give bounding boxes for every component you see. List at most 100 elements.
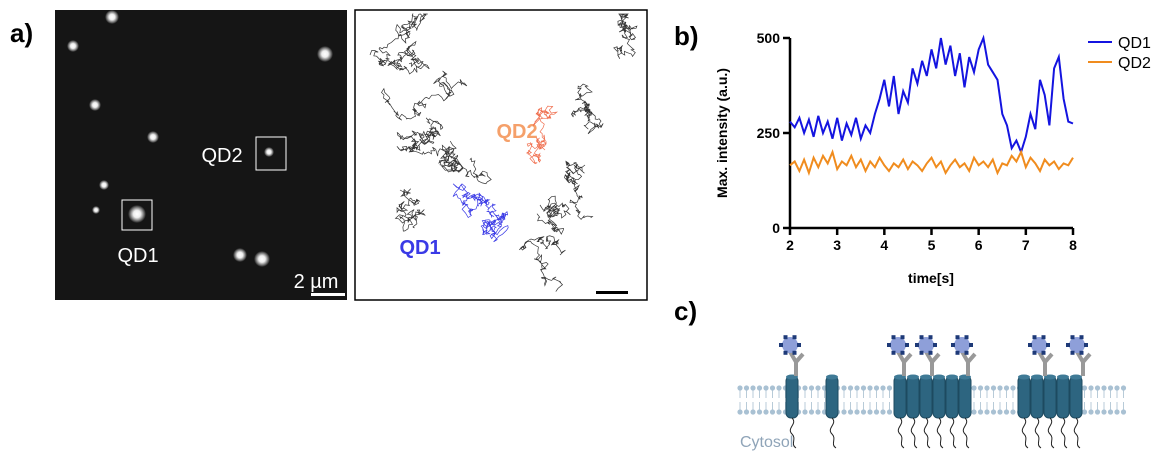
fluorescent-spot (92, 206, 100, 214)
lipid-head (978, 385, 983, 390)
qd-ligand (1071, 351, 1075, 355)
lipid-head (867, 385, 872, 390)
qd-ligand (1046, 343, 1050, 347)
lipid-head (848, 385, 853, 390)
lipid-head (1088, 385, 1093, 390)
receptor-tail (1035, 418, 1041, 448)
receptor-tail (1074, 418, 1080, 448)
lipid-head (874, 409, 879, 414)
lipid-head (880, 385, 885, 390)
lipid-head (1088, 409, 1093, 414)
lipid-head (1004, 409, 1009, 414)
qd-ligand (892, 335, 896, 339)
qd-ligand (892, 351, 896, 355)
lipid-head (744, 409, 749, 414)
receptor (894, 376, 906, 418)
legend-label: QD1 (1118, 35, 1151, 52)
receptor (1044, 376, 1056, 418)
scale-bar (596, 291, 628, 294)
lipid-head (1004, 385, 1009, 390)
lipid-head (763, 385, 768, 390)
lipid-head (1101, 409, 1106, 414)
quantum-dot (1031, 337, 1047, 353)
qd-ligand (956, 351, 960, 355)
spot-label: QD1 (117, 245, 158, 267)
lipid-head (809, 385, 814, 390)
x-tick-label: 3 (833, 237, 841, 253)
lipid-head (997, 409, 1002, 414)
track-label: QD2 (496, 121, 537, 143)
receptor-top (826, 375, 838, 380)
qd-ligand (797, 343, 801, 347)
track-label: QD1 (399, 237, 440, 259)
receptor (959, 376, 971, 418)
lipid-head (763, 409, 768, 414)
lipid-head (1101, 385, 1106, 390)
lipid-head (776, 385, 781, 390)
fluorescent-spot (233, 248, 247, 262)
lipid-head (802, 385, 807, 390)
fluorescent-spot (99, 180, 109, 190)
receptor-tail (963, 418, 969, 448)
lipid-head (978, 409, 983, 414)
qd-ligand (779, 343, 783, 347)
lipid-head (1010, 409, 1015, 414)
lipid-head (744, 385, 749, 390)
qd-ligand (920, 351, 924, 355)
lipid-head (887, 385, 892, 390)
x-tick-label: 8 (1069, 237, 1077, 253)
quantum-dot (918, 337, 934, 353)
receptor-tail (937, 418, 943, 448)
receptor-top (933, 375, 945, 380)
qd-ligand (929, 335, 933, 339)
qd-ligand (969, 343, 973, 347)
receptor-top (1031, 375, 1043, 380)
x-tick-label: 7 (1022, 237, 1030, 253)
tracks-panel: QD2 QD1 (355, 10, 647, 300)
lipid-head (841, 409, 846, 414)
lipid-head (1121, 385, 1126, 390)
x-tick-label: 4 (880, 237, 888, 253)
lipid-head (880, 409, 885, 414)
lipid-head (1108, 385, 1113, 390)
receptor-tail (1061, 418, 1067, 448)
receptor (1018, 376, 1030, 418)
receptor-top (1018, 375, 1030, 380)
quantum-dot (954, 337, 970, 353)
receptor-top (1070, 375, 1082, 380)
x-tick-label: 6 (975, 237, 983, 253)
lipid-head (815, 409, 820, 414)
fluorescent-spot (89, 99, 101, 111)
fluorescent-spot (128, 205, 146, 223)
quantum-dot (890, 337, 906, 353)
qd-ligand (887, 343, 891, 347)
y-tick-label: 500 (757, 30, 781, 46)
lipid-head (861, 385, 866, 390)
receptor (946, 376, 958, 418)
receptor (1031, 376, 1043, 418)
panel-label: a) (10, 18, 33, 48)
receptor (933, 376, 945, 418)
lipid-head (1114, 409, 1119, 414)
fluorescent-spot (147, 131, 159, 143)
lipid-head (757, 409, 762, 414)
receptor-tail (830, 418, 836, 448)
microscopy-image: QD2 QD1 2 µm (55, 10, 347, 300)
scale-bar-label: 2 µm (294, 271, 339, 293)
lipid-head (1108, 409, 1113, 414)
qd-ligand (784, 335, 788, 339)
fluorescent-spot (67, 40, 79, 52)
receptor-tail (1022, 418, 1028, 448)
qd-ligand (901, 335, 905, 339)
lipid-head (1010, 385, 1015, 390)
scale-bar (311, 293, 345, 296)
series-line (790, 38, 1073, 152)
fluorescent-spot (254, 251, 270, 267)
qd-ligand (793, 351, 797, 355)
series-line (790, 152, 1073, 173)
fluorescent-spot (264, 147, 274, 157)
figure: a) b) c) QD2 QD1 2 µm QD2 QD1 Max. inten… (0, 0, 1171, 453)
receptor (786, 376, 798, 418)
receptor-top (946, 375, 958, 380)
qd-ligand (1066, 343, 1070, 347)
